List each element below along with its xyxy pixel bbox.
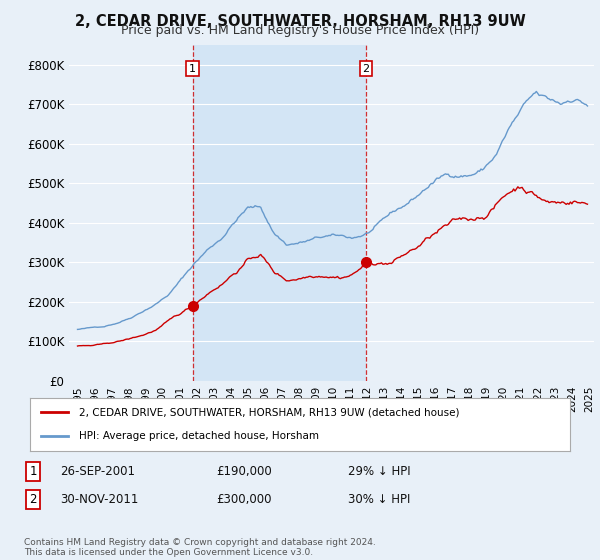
- Text: 2: 2: [362, 63, 370, 73]
- Text: 2, CEDAR DRIVE, SOUTHWATER, HORSHAM, RH13 9UW: 2, CEDAR DRIVE, SOUTHWATER, HORSHAM, RH1…: [74, 14, 526, 29]
- Text: 2: 2: [29, 493, 37, 506]
- Text: 1: 1: [189, 63, 196, 73]
- Text: 26-SEP-2001: 26-SEP-2001: [60, 465, 135, 478]
- Text: £190,000: £190,000: [216, 465, 272, 478]
- Text: Contains HM Land Registry data © Crown copyright and database right 2024.
This d: Contains HM Land Registry data © Crown c…: [24, 538, 376, 557]
- Text: 1: 1: [29, 465, 37, 478]
- Text: HPI: Average price, detached house, Horsham: HPI: Average price, detached house, Hors…: [79, 431, 319, 441]
- Text: 2, CEDAR DRIVE, SOUTHWATER, HORSHAM, RH13 9UW (detached house): 2, CEDAR DRIVE, SOUTHWATER, HORSHAM, RH1…: [79, 408, 459, 418]
- Text: 30% ↓ HPI: 30% ↓ HPI: [348, 493, 410, 506]
- Text: 29% ↓ HPI: 29% ↓ HPI: [348, 465, 410, 478]
- Bar: [193, 45, 366, 381]
- Text: Price paid vs. HM Land Registry's House Price Index (HPI): Price paid vs. HM Land Registry's House …: [121, 24, 479, 37]
- Text: £300,000: £300,000: [216, 493, 271, 506]
- Text: 30-NOV-2011: 30-NOV-2011: [60, 493, 139, 506]
